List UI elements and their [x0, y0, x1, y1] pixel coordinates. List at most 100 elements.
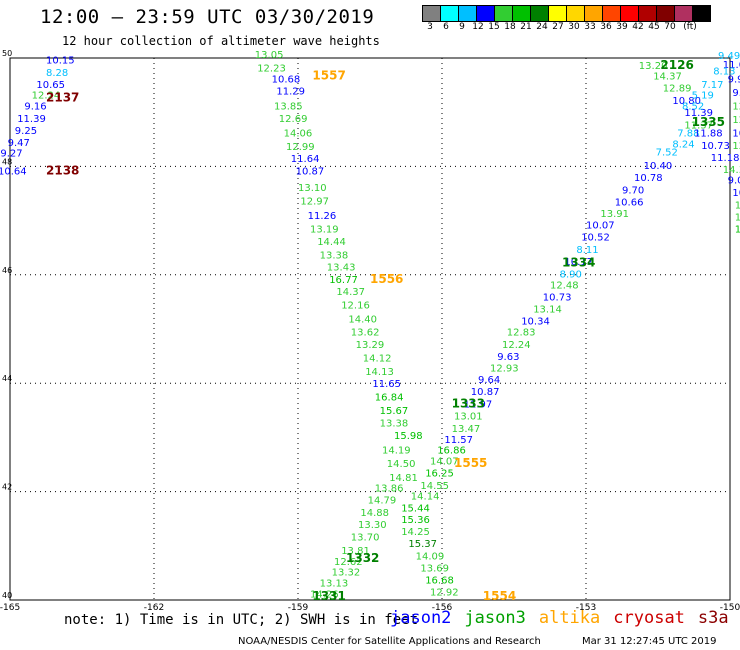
longitude-label: -162: [144, 603, 164, 613]
wave-height-value: 9.92: [728, 74, 740, 85]
generated-timestamp: Mar 31 12:27:45 UTC 2019: [582, 636, 717, 647]
color-scale-label: 15: [488, 22, 500, 32]
wave-height-value: 11.97: [464, 400, 493, 411]
wave-height-value: 10.73: [543, 292, 572, 303]
wave-height-value: 10.87: [471, 387, 500, 398]
wave-height-value: 13.38: [380, 419, 409, 430]
track-label: 2126: [660, 58, 693, 72]
color-scale-label: 9: [459, 22, 465, 32]
wave-height-value: 11.08: [723, 60, 740, 71]
wave-height-value: 11.64: [291, 154, 320, 165]
wave-height-value: 12.62: [334, 557, 363, 568]
wave-height-value: 14.06: [284, 129, 313, 140]
wave-height-value: 14.26: [310, 589, 339, 600]
wave-height-value: 11.39: [17, 114, 46, 125]
map-frame: [9, 57, 731, 601]
wave-height-value: 12.24: [32, 91, 61, 102]
color-scale-label: 21: [520, 22, 532, 32]
wave-height-value: 13.19: [310, 225, 339, 236]
track-label: 1334: [562, 256, 595, 270]
wave-height-value: 16.25: [425, 468, 454, 479]
wave-height-value: 10.2: [732, 129, 740, 140]
wave-height-value: 10.17: [564, 257, 593, 268]
wave-height-value: 12.16: [341, 300, 370, 311]
wave-height-value: 15.98: [394, 431, 423, 442]
wave-height-value: 12.2: [732, 141, 740, 152]
wave-height-value: 12.92: [430, 588, 459, 599]
wave-height-value: 13.05: [255, 50, 284, 61]
wave-height-value: 13.14: [533, 305, 562, 316]
wave-height-value: 10.40: [644, 161, 673, 172]
wave-height-value: 10.07: [586, 221, 615, 232]
longitude-label: -165: [0, 603, 20, 613]
wave-height-value: 11.18: [711, 153, 740, 164]
footer-note: note: 1) Time is in UTC; 2) SWH is in fe…: [64, 612, 419, 628]
wave-height-value: 10.66: [615, 197, 644, 208]
track-label: 1557: [312, 69, 345, 83]
wave-height-value: 11.57: [444, 435, 473, 446]
color-scale-label: 33: [584, 22, 596, 32]
wave-height-value: 9.09: [728, 176, 740, 187]
wave-height-value: 9.47: [8, 138, 30, 149]
wave-height-value: 14.79: [368, 496, 397, 507]
wave-height-value: 12.4: [732, 115, 740, 126]
satellite-s3a: s3a: [697, 608, 729, 628]
wave-height-value: 7.52: [656, 148, 678, 159]
wave-height-value: 8.90: [560, 270, 582, 281]
wave-height-value: 14.44: [317, 237, 346, 248]
wave-height-value: 13.81: [341, 546, 370, 557]
longitude-label: -153: [576, 603, 596, 613]
wave-height-value: 12.83: [507, 328, 536, 339]
wave-height-value: 16.77: [329, 275, 358, 286]
wave-height-value: 14.25: [401, 527, 430, 538]
wave-height-value: 14: [735, 201, 740, 212]
wave-height-value: 13.13: [320, 578, 349, 589]
page-title: 12:00 — 23:59 UTC 03/30/2019: [40, 6, 375, 28]
longitude-label: -150: [720, 603, 740, 613]
wave-height-value: 13.01: [454, 412, 483, 423]
track-label: 1554: [483, 589, 516, 603]
color-scale-label: 42: [632, 22, 644, 32]
wave-height-value: 8.13: [713, 66, 735, 77]
page-subtitle: 12 hour collection of altimeter wave hei…: [62, 34, 380, 48]
wave-height-value: 14.37: [653, 72, 682, 83]
wave-height-value: 11.39: [684, 108, 713, 119]
color-scale-label: 70: [664, 22, 676, 32]
wave-height-value: 7.88: [677, 129, 699, 140]
wave-height-value: 11.37: [684, 120, 713, 131]
wave-height-value: 13.32: [332, 568, 361, 579]
wave-height-value: 14.37: [336, 287, 365, 298]
track-label: 1331: [312, 589, 345, 603]
wave-height-value: 15: [735, 225, 740, 236]
wave-height-value: 12.99: [286, 142, 315, 153]
satellite-jason3: jason3: [464, 608, 526, 628]
wave-height-value: 13.38: [320, 251, 349, 262]
wave-height-value: 14.09: [416, 551, 445, 562]
wave-height-value: 14.40: [348, 314, 377, 325]
wave-height-value: 13.43: [327, 262, 356, 273]
wave-height-value: 12.24: [502, 340, 531, 351]
wave-height-value: 12.23: [257, 64, 286, 75]
wave-height-value: 9.27: [0, 149, 22, 160]
wave-height-value: 13.85: [274, 101, 303, 112]
wave-height-value: 8.52: [682, 101, 704, 112]
wave-height-value: 9.96: [732, 88, 740, 99]
track-label: 1332: [346, 551, 379, 565]
color-scale-label: 27: [552, 22, 564, 32]
wave-height-value: 15.36: [401, 515, 430, 526]
wave-height-value: 11.88: [694, 129, 723, 140]
wave-height-value: 15.44: [401, 504, 430, 515]
wave-height-value: 14: [735, 213, 740, 224]
wave-height-value: 11.29: [276, 86, 305, 97]
longitude-label: -159: [288, 603, 309, 613]
track-label: 1333: [452, 397, 485, 411]
satellite-legend: jason2 jason3 altika cryosat s3a: [390, 608, 740, 628]
latitude-label: 50: [2, 49, 12, 58]
wave-height-value: 12.48: [550, 280, 579, 291]
latitude-label: 44: [2, 374, 12, 383]
track-label: 1556: [370, 272, 403, 286]
wave-height-value: 8.11: [576, 245, 598, 256]
wave-height-value: 9.25: [15, 126, 37, 137]
color-scale-label: 30: [568, 22, 580, 32]
wave-height-value: 10.65: [36, 80, 65, 91]
